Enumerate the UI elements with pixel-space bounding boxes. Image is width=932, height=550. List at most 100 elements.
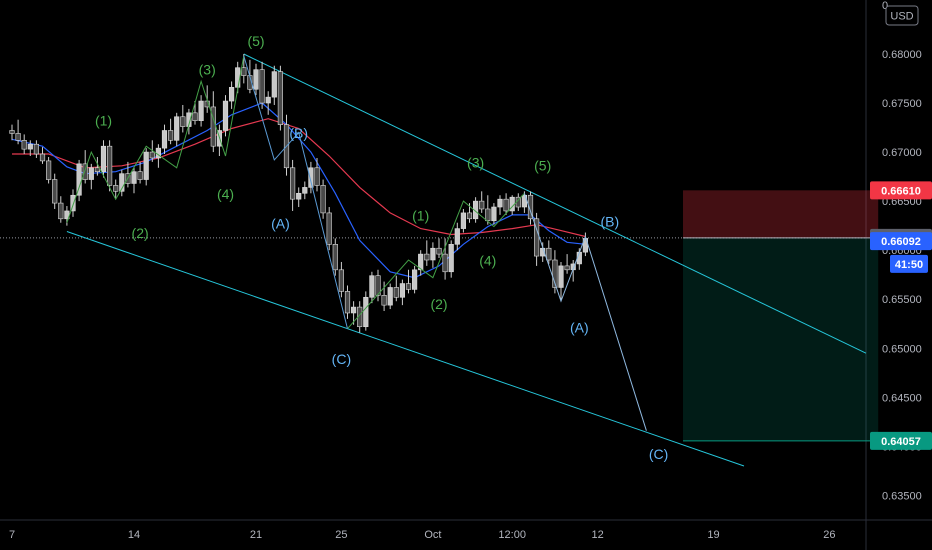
candle-body	[308, 167, 314, 188]
candle-body	[320, 185, 326, 214]
candle-body	[119, 173, 125, 192]
candle-body	[430, 247, 436, 261]
candle-body	[70, 194, 76, 212]
x-tick-label: 26	[823, 529, 835, 541]
y-tick-label: 0.65500	[882, 294, 922, 306]
x-tick-label: Oct	[424, 529, 441, 541]
candle-body	[485, 208, 491, 222]
wave-path-green	[66, 55, 245, 223]
wave-label: (3)	[467, 155, 484, 171]
channel-upper-line	[243, 53, 867, 354]
price-label-text: 0.66610	[881, 185, 921, 197]
candle-body	[350, 306, 357, 314]
candle-body	[552, 259, 558, 288]
price-label-text: 0.64057	[881, 436, 921, 448]
price-label-text: 0.66092	[881, 236, 921, 248]
y-tick-label: 0	[882, 0, 888, 12]
y-tick-label: 0.66000	[882, 245, 922, 257]
wave-label: (3)	[199, 61, 216, 77]
candle-body	[161, 130, 168, 149]
candle-body	[479, 200, 485, 210]
x-tick-label: 12	[591, 529, 603, 541]
candle-body	[27, 143, 33, 150]
candle-body	[58, 202, 64, 220]
wave-label: (A)	[271, 215, 290, 231]
x-tick-label: 14	[128, 529, 140, 541]
wave-label: (2)	[132, 225, 149, 241]
candle-body	[564, 265, 570, 271]
candle-body	[259, 69, 265, 104]
candle-body	[277, 71, 284, 125]
price-label-badge	[870, 232, 932, 251]
position-stop-zone	[683, 190, 879, 238]
candle-body	[381, 295, 387, 306]
candle-body	[442, 253, 448, 273]
candle-body	[15, 133, 21, 141]
candle-body	[399, 283, 406, 298]
candle-body	[21, 140, 27, 150]
candle-body	[131, 171, 137, 184]
price-label-badge	[870, 431, 932, 450]
wave-path-green	[347, 192, 525, 330]
candle-body	[94, 167, 100, 172]
wave-label: (2)	[430, 296, 447, 312]
x-tick-label: 7	[9, 529, 15, 541]
wave-label: (B)	[289, 125, 308, 141]
candle-body	[460, 212, 467, 229]
candle-body	[289, 167, 296, 200]
candle-body	[52, 179, 58, 204]
candle-body	[491, 206, 497, 222]
wave-path-blue	[243, 55, 348, 329]
candle-body	[296, 192, 302, 200]
candle-body	[369, 275, 375, 298]
candle-body	[387, 287, 393, 306]
position-target-zone	[683, 237, 879, 441]
candle-body	[186, 112, 192, 127]
y-tick-label: 0.64500	[882, 392, 922, 404]
x-tick-label: 12:00	[498, 529, 526, 541]
candle-body	[454, 228, 460, 245]
candle-body	[265, 96, 271, 104]
x-tick-label: 25	[335, 529, 347, 541]
currency-badge-label: USD	[890, 11, 913, 23]
y-tick-label: 0.67000	[882, 147, 922, 159]
candle-body	[314, 167, 320, 186]
candle-body	[527, 194, 534, 220]
wave-label: (4)	[479, 253, 496, 269]
candle-body	[436, 247, 442, 255]
y-tick-label: 0.65000	[882, 343, 922, 355]
candle-body	[344, 291, 351, 314]
y-tick-label: 0.68000	[882, 49, 922, 61]
x-tick-label: 21	[250, 529, 262, 541]
candle-body	[497, 198, 503, 208]
wave-label: (C)	[332, 351, 351, 367]
y-tick-label: 0.67500	[882, 98, 922, 110]
candle-body	[375, 275, 381, 296]
wave-label: (1)	[412, 208, 429, 224]
candle-body	[82, 163, 88, 180]
wave-label: (5)	[247, 33, 264, 49]
candle-body	[546, 247, 552, 261]
price-label-badge	[870, 181, 932, 200]
candle-body	[168, 130, 174, 141]
candle-body	[253, 69, 259, 90]
candle-body	[39, 153, 46, 162]
wave-label: (4)	[217, 186, 234, 202]
candle-body	[222, 100, 229, 131]
candle-body	[503, 198, 509, 212]
ma-red-line	[12, 118, 586, 238]
candle-body	[466, 212, 473, 220]
wave-label: (C)	[649, 446, 668, 462]
candle-body	[229, 87, 235, 102]
y-tick-label: 0.63500	[882, 490, 922, 502]
candle-body	[411, 269, 418, 290]
wave-path-blue	[523, 193, 647, 431]
candle-body	[271, 71, 277, 98]
candle-body	[302, 187, 308, 194]
wave-label: (5)	[534, 157, 551, 173]
wave-label: (A)	[570, 319, 589, 335]
candle-body	[558, 265, 564, 288]
candle-body	[448, 244, 454, 273]
